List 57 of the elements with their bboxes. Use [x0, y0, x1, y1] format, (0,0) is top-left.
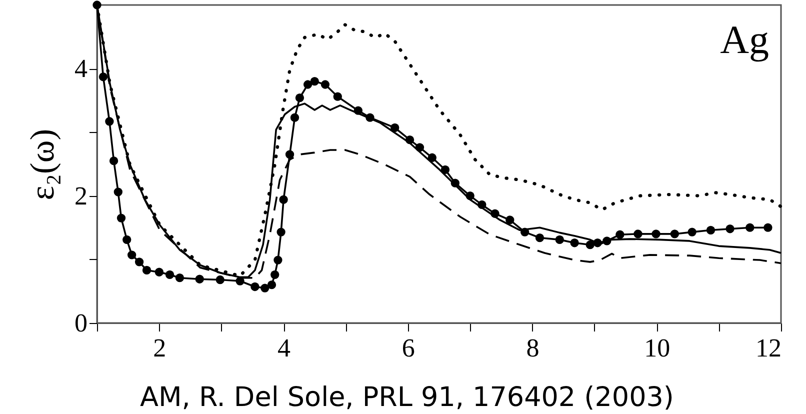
point: [440, 165, 450, 174]
point: [105, 117, 114, 126]
point: [670, 230, 679, 238]
annotation: Ag: [720, 17, 769, 62]
point: [267, 280, 276, 290]
point: [652, 230, 660, 238]
y-tick-label: 0: [74, 308, 88, 338]
point: [270, 270, 280, 279]
point: [279, 195, 288, 204]
x-tick-label: 4: [278, 334, 291, 362]
point: [428, 153, 436, 162]
point: [134, 258, 144, 266]
point: [285, 150, 294, 159]
x-tick-label: 6: [402, 334, 415, 362]
point: [290, 113, 300, 122]
y-tick-label: 2: [74, 181, 88, 210]
point: [506, 216, 514, 224]
point: [250, 282, 260, 292]
point: [726, 224, 734, 234]
point: [570, 238, 579, 248]
point: [535, 233, 544, 242]
point: [390, 123, 400, 132]
point: [616, 230, 624, 239]
point: [165, 270, 174, 279]
point: [175, 274, 184, 282]
x-tick-label: 8: [526, 334, 540, 362]
point: [634, 230, 642, 238]
point: [260, 284, 270, 292]
point: [310, 77, 319, 86]
point: [706, 226, 716, 234]
point: [333, 92, 342, 101]
point: [116, 214, 126, 222]
point: [127, 250, 136, 260]
y-axis-title: ε₂(ω): [24, 128, 62, 200]
point: [764, 223, 772, 232]
point: [114, 188, 122, 196]
point: [154, 268, 164, 276]
point: [122, 235, 132, 244]
x-tick-label: 10: [644, 334, 670, 362]
point: [555, 235, 564, 244]
x-tick-label: 12: [756, 334, 782, 362]
point: [746, 223, 754, 232]
point: [688, 228, 696, 236]
point: [303, 80, 312, 89]
point: [195, 274, 204, 284]
text: AM, R. Del Sole, PRL 91, 176402 (2003): [140, 382, 674, 413]
point: [109, 156, 118, 166]
point: [295, 94, 304, 102]
point: [216, 275, 224, 284]
point: [320, 80, 330, 89]
point: [98, 72, 108, 82]
y-tick-label: 4: [74, 54, 88, 84]
point: [274, 256, 282, 264]
point: [586, 240, 594, 250]
point: [142, 266, 152, 275]
point: [276, 228, 286, 236]
x-tick-label: 2: [153, 334, 166, 362]
